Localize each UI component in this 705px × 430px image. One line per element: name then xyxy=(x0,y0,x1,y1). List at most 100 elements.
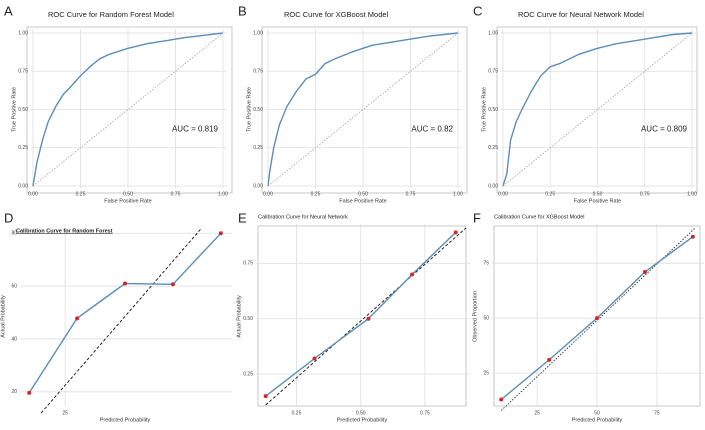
panel-frame xyxy=(26,26,233,194)
data-point xyxy=(312,356,317,361)
auc-annotation: AUC = 0.819 xyxy=(172,124,219,133)
panel-frame xyxy=(257,225,467,407)
x-tick-label: 0.25 xyxy=(311,191,321,197)
y-tick-label: 0.75 xyxy=(18,69,28,75)
series-line xyxy=(265,227,467,406)
y-tick-label: 0.25 xyxy=(253,145,263,151)
x-tick-label: 0.75 xyxy=(171,191,181,197)
x-tick-label: 25 xyxy=(534,410,540,416)
x-tick-label: 0.75 xyxy=(406,191,416,197)
chart-title: Calibration Curve for XGBoost Model xyxy=(494,214,584,220)
x-tick-label: 0.00 xyxy=(28,191,38,197)
x-axis-label: False Positive Rate xyxy=(574,198,621,204)
data-point xyxy=(123,281,127,286)
y-axis-label: True Positive Rate xyxy=(11,87,17,132)
x-tick-label: 0.75 xyxy=(640,191,650,197)
x-axis-label: Predicted Probability xyxy=(100,417,151,423)
series-line xyxy=(267,32,459,187)
x-tick-label: 0.50 xyxy=(593,191,603,197)
x-tick-label: 0.25 xyxy=(292,410,302,416)
x-tick-label: 25 xyxy=(62,410,68,416)
panel-letter: B xyxy=(238,3,247,18)
chart-title: ROC Curve for Neural Network Model xyxy=(518,10,644,19)
x-axis-label: Predicted Probability xyxy=(572,417,623,423)
y-axis-label: Actual Probability xyxy=(236,295,242,338)
panel-letter: C xyxy=(473,3,482,18)
panel-frame xyxy=(496,26,698,194)
y-tick-label: 20 xyxy=(11,389,17,395)
y-tick-label: 1.00 xyxy=(488,30,498,36)
y-tick-label: 25 xyxy=(483,370,489,376)
y-tick-label: 0.00 xyxy=(253,183,263,189)
x-tick-label: 0.25 xyxy=(76,191,86,197)
panel-frame xyxy=(261,26,468,194)
data-point xyxy=(75,316,80,321)
data-point xyxy=(642,269,647,274)
y-tick-label: 1.00 xyxy=(253,30,263,36)
x-tick-label: 0.50 xyxy=(356,410,366,416)
y-axis-label: Actual Probability xyxy=(0,295,6,338)
data-point xyxy=(410,272,415,277)
data-point xyxy=(547,357,552,362)
panel-letter: D xyxy=(4,210,13,225)
y-tick-label: 0.50 xyxy=(18,107,28,113)
y-tick-label: 40 xyxy=(11,336,17,342)
x-tick-label: 1.00 xyxy=(218,191,228,197)
x-tick-label: 75 xyxy=(654,410,660,416)
y-axis-label: True Positive Rate xyxy=(481,87,487,132)
x-tick-label: 0.00 xyxy=(263,191,273,197)
data-point xyxy=(218,231,223,236)
x-tick-label: 0.00 xyxy=(498,191,508,197)
x-tick-label: 0.50 xyxy=(123,191,133,197)
y-tick-label: 80 xyxy=(11,231,17,237)
data-point xyxy=(499,397,504,402)
panel-letter: E xyxy=(238,210,247,225)
data-point xyxy=(595,316,599,321)
y-tick-label: 0.00 xyxy=(18,183,28,189)
chart-title: ROC Curve for Random Forest Model xyxy=(48,10,174,19)
x-axis-label: False Positive Rate xyxy=(339,198,386,204)
chart-title: Calibration Curve for Random Forest xyxy=(16,228,113,234)
y-tick-label: 0.25 xyxy=(488,145,498,151)
data-point xyxy=(170,282,175,287)
y-tick-label: 75 xyxy=(483,261,489,267)
chart-title: Calibration Curve for Neural Network xyxy=(258,214,348,220)
data-point xyxy=(366,316,371,321)
x-tick-label: 0.50 xyxy=(358,191,368,197)
auc-annotation: AUC = 0.82 xyxy=(411,124,453,133)
series-line xyxy=(28,232,222,394)
y-tick-label: 0.25 xyxy=(243,371,253,377)
data-point xyxy=(690,234,695,239)
x-tick-label: 1.00 xyxy=(687,191,697,197)
y-tick-label: 0.50 xyxy=(488,107,498,113)
x-tick-label: 50 xyxy=(594,410,600,416)
panel-letter: A xyxy=(4,3,13,18)
series-line xyxy=(32,32,224,187)
data-point xyxy=(263,394,268,399)
y-tick-label: 0.75 xyxy=(243,261,253,267)
y-tick-label: 60 xyxy=(11,283,17,289)
y-tick-label: 0.50 xyxy=(253,107,263,113)
y-tick-label: 0.75 xyxy=(253,69,263,75)
y-tick-label: 50 xyxy=(483,315,489,321)
auc-annotation: AUC = 0.809 xyxy=(641,124,688,133)
y-axis-label: Observed Proportion xyxy=(472,291,478,342)
y-tick-label: 0.25 xyxy=(18,145,28,151)
x-tick-label: 1.00 xyxy=(453,191,463,197)
x-tick-label: 0.25 xyxy=(545,191,555,197)
y-tick-label: 0.50 xyxy=(243,316,253,322)
x-axis-label: False Positive Rate xyxy=(104,198,151,204)
series-line xyxy=(502,32,693,187)
y-tick-label: 0.75 xyxy=(488,69,498,75)
y-axis-label: True Positive Rate xyxy=(246,87,252,132)
y-tick-label: 0.00 xyxy=(488,183,498,189)
chart-title: ROC Curve for XGBoost Model xyxy=(284,10,389,19)
y-tick-label: 1.00 xyxy=(18,30,28,36)
x-axis-label: Predicted Probability xyxy=(337,417,388,423)
data-point xyxy=(27,390,32,395)
series-line xyxy=(40,227,203,414)
panel-letter: F xyxy=(473,210,481,225)
data-point xyxy=(453,230,458,235)
x-tick-label: 0.75 xyxy=(420,410,430,416)
